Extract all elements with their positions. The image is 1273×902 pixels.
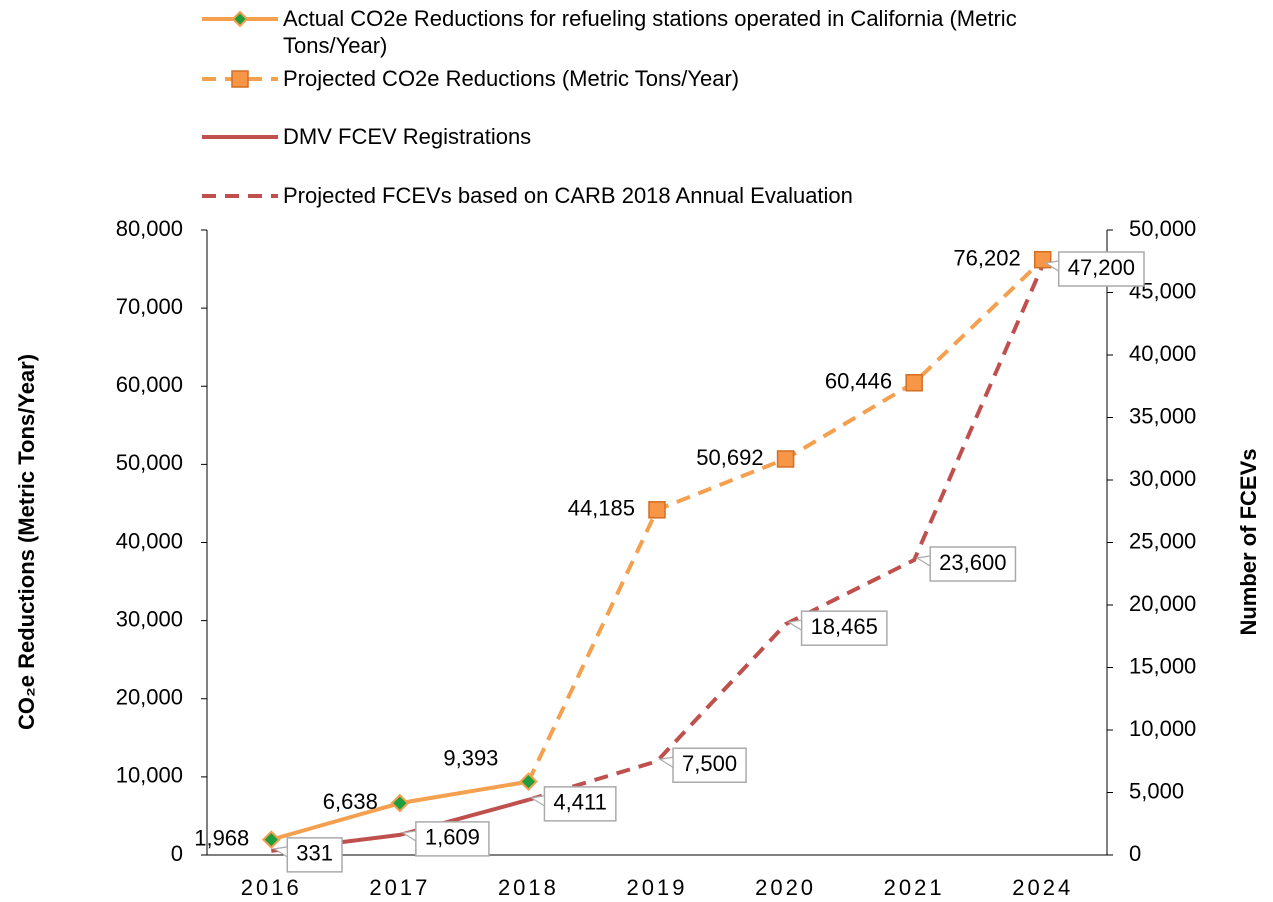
legend-marker bbox=[231, 10, 249, 28]
callout-box bbox=[415, 821, 490, 857]
legend-label: Actual CO2e Reductions for refueling sta… bbox=[283, 6, 1017, 58]
callout-pointer bbox=[272, 846, 288, 858]
legend-label: Projected FCEVs based on CARB 2018 Annua… bbox=[283, 183, 853, 208]
y2-tick-label: 20,000 bbox=[1129, 591, 1196, 616]
callout: 4,411 bbox=[529, 786, 617, 822]
marker bbox=[261, 830, 281, 850]
marker bbox=[519, 772, 538, 792]
x-tick-label: 2018 bbox=[498, 875, 559, 900]
x-tick-label: 2021 bbox=[884, 875, 945, 900]
y-tick-label: 80,000 bbox=[116, 216, 183, 241]
x-tick-label: 2016 bbox=[241, 875, 302, 900]
y2-tick-label: 30,000 bbox=[1129, 466, 1196, 491]
y-tick-label: 50,000 bbox=[116, 450, 183, 475]
y2-axis-title: Number of FCEVs bbox=[1236, 448, 1261, 635]
callout: 23,600 bbox=[915, 546, 1017, 582]
y2-tick-label: 40,000 bbox=[1129, 341, 1196, 366]
callout: 7,500 bbox=[658, 747, 747, 783]
legend-label: Projected CO2e Reductions (Metric Tons/Y… bbox=[283, 66, 740, 91]
data-label: 331 bbox=[296, 841, 333, 866]
y2-tick-label: 5,000 bbox=[1129, 778, 1184, 803]
series-line bbox=[526, 258, 1045, 783]
callout-pointer bbox=[658, 756, 674, 769]
y2-tick-label: 50,000 bbox=[1129, 216, 1196, 241]
callout-box bbox=[800, 610, 888, 646]
data-label: 6,638 bbox=[323, 789, 378, 814]
x-tick-label: 2024 bbox=[1012, 875, 1073, 900]
x-tick-label: 2020 bbox=[755, 875, 816, 900]
data-label: 50,692 bbox=[696, 445, 763, 470]
data-label: 9,393 bbox=[443, 745, 498, 770]
callout: 47,200 bbox=[1044, 251, 1145, 287]
legend-label: DMV FCEV Registrations bbox=[283, 124, 532, 149]
y2-tick-label: 10,000 bbox=[1129, 716, 1196, 741]
y-tick-label: 0 bbox=[171, 841, 183, 866]
callout-pointer bbox=[786, 619, 803, 632]
marker bbox=[390, 793, 410, 813]
data-label: 60,446 bbox=[825, 369, 892, 394]
y2-tick-label: 25,000 bbox=[1129, 528, 1196, 553]
callout-box bbox=[672, 747, 747, 783]
data-label: 44,185 bbox=[568, 496, 635, 521]
callout: 331 bbox=[272, 837, 343, 873]
marker bbox=[776, 450, 795, 468]
callout: 18,465 bbox=[786, 610, 888, 646]
data-label: 18,465 bbox=[811, 614, 878, 639]
y-tick-label: 40,000 bbox=[116, 528, 183, 553]
y-axis-title: CO₂e Reductions (Metric Tons/Year) bbox=[14, 354, 39, 730]
callout-pointer bbox=[401, 830, 417, 842]
data-label: 7,500 bbox=[682, 751, 737, 776]
x-tick-label: 2017 bbox=[369, 875, 430, 900]
series-line bbox=[527, 264, 1045, 802]
data-label: 1,609 bbox=[425, 825, 480, 850]
callout-box bbox=[543, 786, 617, 822]
data-label: 47,200 bbox=[1068, 255, 1135, 280]
x-tick-label: 2019 bbox=[627, 875, 688, 900]
y2-tick-label: 15,000 bbox=[1129, 653, 1196, 678]
y-tick-label: 60,000 bbox=[116, 372, 183, 397]
y-tick-label: 30,000 bbox=[116, 606, 183, 631]
data-label: 1,968 bbox=[194, 825, 249, 850]
marker bbox=[905, 374, 923, 392]
y2-tick-label: 35,000 bbox=[1129, 403, 1196, 428]
y-tick-label: 70,000 bbox=[116, 294, 183, 319]
y-tick-label: 10,000 bbox=[116, 763, 183, 788]
callout: 1,609 bbox=[401, 821, 490, 857]
callout-box bbox=[1057, 251, 1145, 287]
data-label: 4,411 bbox=[553, 790, 606, 815]
data-label: 23,600 bbox=[939, 550, 1006, 575]
callout-pointer bbox=[529, 795, 546, 807]
marker bbox=[648, 501, 666, 519]
callout-pointer bbox=[1044, 260, 1060, 273]
callout-box bbox=[929, 546, 1017, 582]
y2-tick-label: 0 bbox=[1129, 841, 1141, 866]
data-label: 76,202 bbox=[953, 245, 1020, 270]
legend-marker bbox=[231, 70, 249, 88]
callout-pointer bbox=[915, 555, 931, 568]
y-tick-label: 20,000 bbox=[116, 685, 183, 710]
